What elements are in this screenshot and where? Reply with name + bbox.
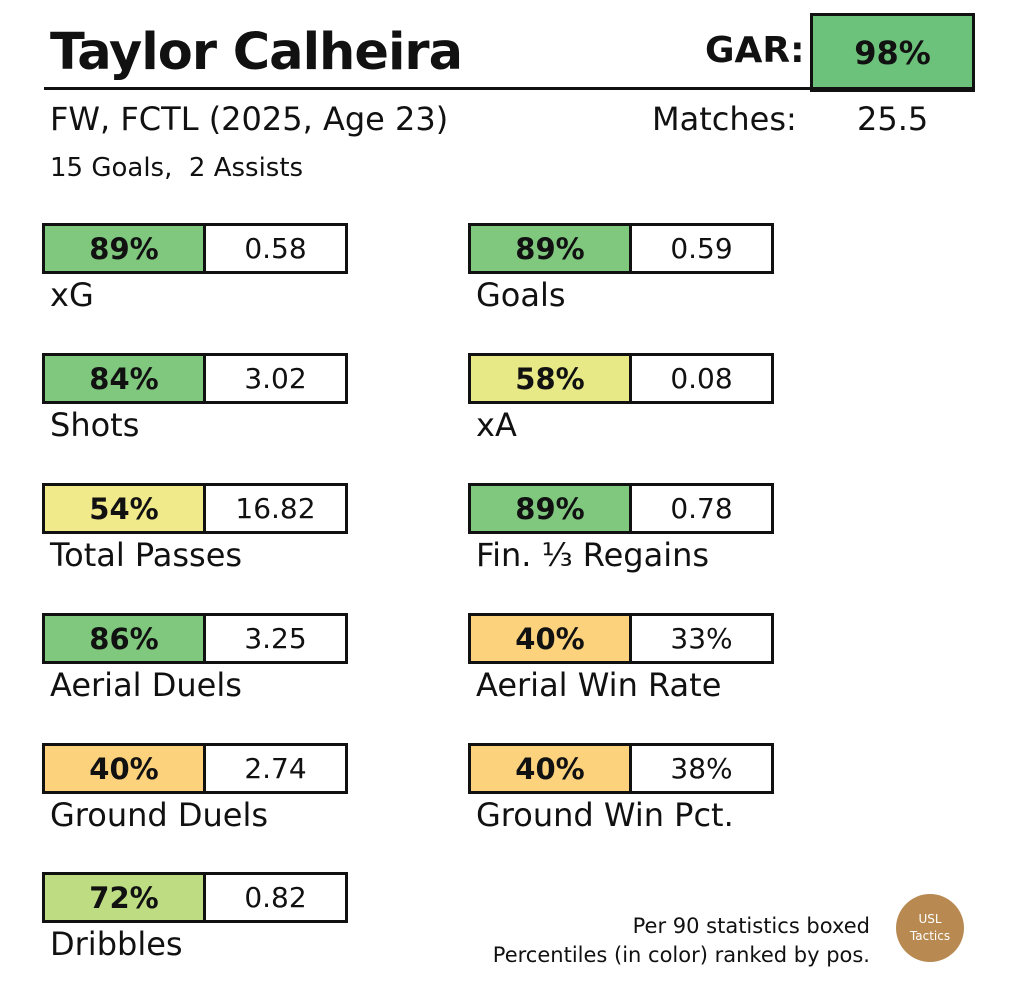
per90-value-box: 0.78 [629,483,774,534]
stat-card-xg: 89% 0.58 xG [42,223,352,333]
stat-card-total-passes: 54% 16.82 Total Passes [42,483,352,593]
usl-tactics-logo: USL Tactics [896,894,964,962]
per90-value-box: 3.25 [203,613,348,664]
percentile-box: 89% [468,483,632,534]
per90-value-box: 0.08 [629,353,774,404]
gar-label: GAR: [705,30,805,71]
per90-value-box: 0.59 [629,223,774,274]
stat-card-dribbles: 72% 0.82 Dribbles [42,872,352,982]
per90-value-box: 0.58 [203,223,348,274]
percentile-box: 54% [42,483,206,534]
per90-value-box: 0.82 [203,872,348,923]
player-name: Taylor Calheira [50,23,463,82]
footnote-line-per90: Per 90 statistics boxed [632,914,870,938]
stat-card-ground-win-pct: 40% 38% Ground Win Pct. [468,743,778,853]
stat-label: Ground Win Pct. [476,796,734,834]
per90-value-box: 3.02 [203,353,348,404]
percentile-box: 40% [468,613,632,664]
stat-card-aerial-duels: 86% 3.25 Aerial Duels [42,613,352,723]
stat-label: Goals [476,276,566,314]
stat-card-xa: 58% 0.08 xA [468,353,778,463]
percentile-box: 58% [468,353,632,404]
stat-label: Fin. ⅓ Regains [476,536,710,574]
stat-label: Ground Duels [50,796,269,834]
gar-value-box: 98% [810,13,975,92]
percentile-box: 89% [468,223,632,274]
matches-value: 25.5 [857,100,929,138]
stat-label: xG [50,276,94,314]
footnote-line-percentiles: Percentiles (in color) ranked by pos. [492,943,870,967]
stat-label: Aerial Duels [50,666,242,704]
stat-label: Aerial Win Rate [476,666,722,704]
percentile-box: 40% [42,743,206,794]
per90-value-box: 33% [629,613,774,664]
stat-card-aerial-win-rate: 40% 33% Aerial Win Rate [468,613,778,723]
percentile-box: 89% [42,223,206,274]
percentile-box: 40% [468,743,632,794]
matches-label: Matches: [652,100,797,138]
percentile-box: 86% [42,613,206,664]
percentile-box: 72% [42,872,206,923]
stat-card-goals: 89% 0.59 Goals [468,223,778,333]
per90-value-box: 16.82 [203,483,348,534]
stat-card-final-third-regains: 89% 0.78 Fin. ⅓ Regains [468,483,778,593]
stat-label: Total Passes [50,536,243,574]
header-divider [44,87,974,90]
goals-assists-summary: 15 Goals, 2 Assists [50,153,304,183]
per90-value-box: 38% [629,743,774,794]
stat-label: Shots [50,406,140,444]
player-subtitle: FW, FCTL (2025, Age 23) [50,100,449,138]
logo-text-line1: USL [918,912,942,926]
per90-value-box: 2.74 [203,743,348,794]
stat-label: xA [476,406,517,444]
stat-card-ground-duels: 40% 2.74 Ground Duels [42,743,352,853]
stat-card-shots: 84% 3.02 Shots [42,353,352,463]
percentile-box: 84% [42,353,206,404]
logo-text-line2: Tactics [909,929,951,943]
footnote: Per 90 statistics boxed Percentiles (in … [493,912,870,970]
stat-label: Dribbles [50,925,183,963]
